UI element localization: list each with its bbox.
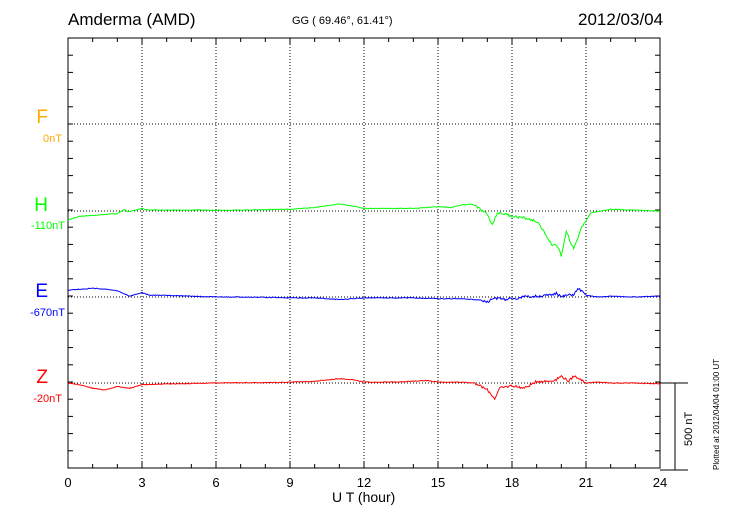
component-letter-h: H xyxy=(34,195,48,216)
x-tick-label: 24 xyxy=(653,475,667,490)
component-baseline-e: -670nT xyxy=(30,307,65,319)
x-tick-label: 0 xyxy=(64,475,71,490)
scale-bar xyxy=(660,382,688,471)
component-baseline-h: -110nT xyxy=(30,220,65,232)
component-letter-z: Z xyxy=(36,367,48,388)
x-tick-label: 9 xyxy=(286,475,293,490)
date-label: 2012/03/04 xyxy=(578,10,664,29)
x-tick-label: 6 xyxy=(212,475,219,490)
series-line-e xyxy=(67,287,661,304)
x-tick-label: 12 xyxy=(357,475,371,490)
series-line-z xyxy=(67,374,661,401)
component-letter-e: E xyxy=(35,281,48,302)
x-tick-label: 21 xyxy=(579,475,593,490)
coordinates-label: GG ( 69.46°, 61.41°) xyxy=(292,15,393,27)
component-letter-f: F xyxy=(36,107,48,128)
x-tick-label: 15 xyxy=(431,475,445,490)
station-title: Amderma (AMD) xyxy=(68,10,196,29)
component-baseline-z: -20nT xyxy=(33,393,62,405)
scale-bar-label: 500 nT xyxy=(683,411,695,446)
series-group xyxy=(67,203,661,401)
plot-frame xyxy=(67,37,661,469)
component-baseline-f: 0nT xyxy=(43,133,62,145)
grid xyxy=(68,38,660,468)
plotted-footnote: Plotted at 2012/04/04 01:00 UT xyxy=(712,358,721,470)
x-tick-label: 18 xyxy=(505,475,519,490)
x-axis-label: U T (hour) xyxy=(332,489,396,505)
axis-ticks xyxy=(67,37,661,469)
x-tick-label: 3 xyxy=(138,475,145,490)
series-line-h xyxy=(67,203,661,257)
x-tick-labels: 0 3 6 9 12 15 18 21 24 xyxy=(64,475,667,490)
